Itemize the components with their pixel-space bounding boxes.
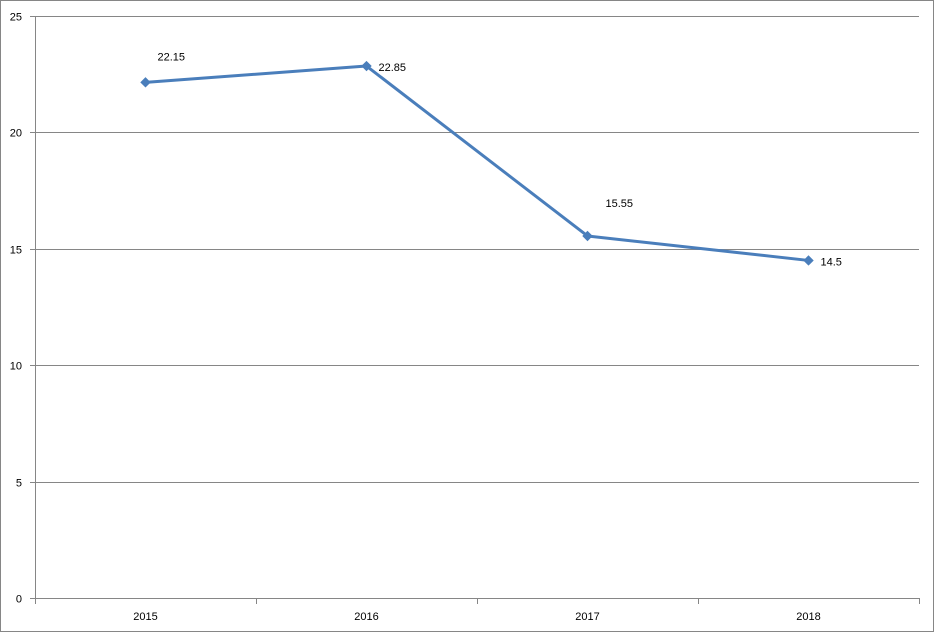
y-axis-tick-labels: 0 5 10 15 20 25 — [10, 12, 22, 606]
y-tick-label-5: 5 — [16, 478, 22, 490]
x-tick-label-2017: 2017 — [575, 611, 599, 623]
data-point-2017 — [582, 230, 593, 242]
y-tick-label-10: 10 — [10, 361, 22, 373]
data-label-2018: 14.5 — [821, 256, 842, 268]
data-point-2018 — [803, 255, 814, 266]
x-tick-label-2015: 2015 — [133, 611, 157, 623]
x-tick-label-2016: 2016 — [354, 611, 378, 623]
x-tick-label-2018: 2018 — [796, 611, 820, 623]
data-point-2016 — [361, 60, 372, 72]
axes — [30, 16, 920, 604]
x-axis-tick-labels: 2015 2016 2017 2018 — [133, 611, 820, 623]
data-labels: 22.15 22.85 15.55 14.5 — [158, 51, 842, 268]
series-line-0 — [144, 64, 810, 262]
y-tick-label-25: 25 — [10, 12, 22, 24]
data-label-2016: 22.85 — [379, 62, 407, 74]
data-point-2015 — [140, 77, 151, 88]
gridlines — [35, 16, 919, 483]
y-tick-label-15: 15 — [10, 245, 22, 257]
series-layer — [140, 60, 814, 266]
data-label-2015: 22.15 — [158, 51, 186, 63]
data-label-2017: 15.55 — [606, 198, 634, 210]
y-tick-label-0: 0 — [16, 594, 22, 606]
y-tick-label-20: 20 — [10, 128, 22, 140]
